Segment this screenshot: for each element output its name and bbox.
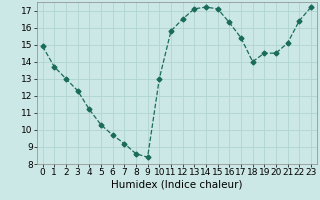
X-axis label: Humidex (Indice chaleur): Humidex (Indice chaleur) xyxy=(111,180,243,190)
